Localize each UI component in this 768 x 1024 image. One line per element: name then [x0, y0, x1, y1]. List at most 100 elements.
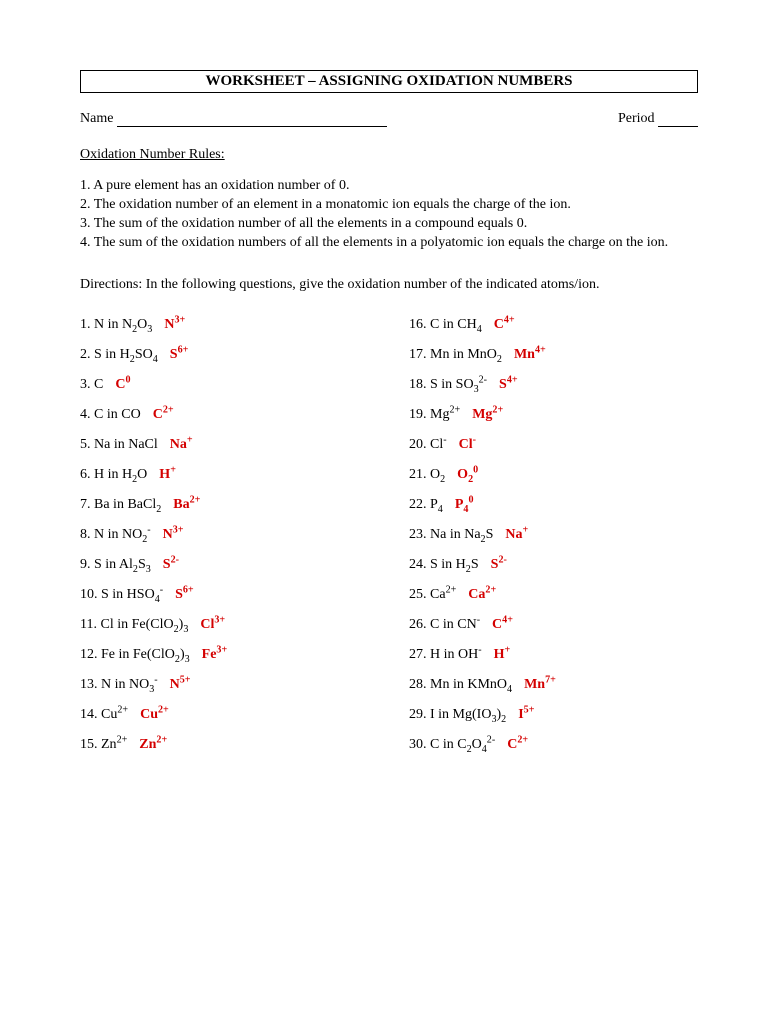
question-number: 2.: [80, 347, 94, 362]
question-prompt: N in N2O3: [94, 317, 152, 332]
question-answer: N3+: [164, 317, 185, 332]
question-prompt: C in CN-: [430, 617, 480, 632]
questions-right-column: 16. C in CH4C4+17. Mn in MnO2Mn4+18. S i…: [409, 317, 698, 767]
question-number: 1.: [80, 317, 94, 332]
question-prompt: C: [94, 377, 103, 392]
worksheet-page: WORKSHEET – ASSIGNING OXIDATION NUMBERS …: [0, 0, 768, 807]
question-number: 23.: [409, 527, 430, 542]
period-blank-line[interactable]: [658, 126, 698, 127]
question-row: 26. C in CN- C4+: [409, 617, 698, 633]
question-row: 4. C in CO C2+: [80, 407, 369, 423]
question-prompt: Zn2+: [101, 737, 127, 752]
question-row: 25. Ca2+Ca2+: [409, 587, 698, 603]
question-answer: Cl3+: [200, 617, 225, 632]
question-answer: C2+: [507, 737, 528, 752]
question-number: 14.: [80, 707, 101, 722]
question-prompt: O2: [430, 467, 445, 482]
question-number: 21.: [409, 467, 430, 482]
question-answer: Na+: [505, 527, 528, 542]
period-field[interactable]: Period: [618, 111, 698, 127]
question-number: 6.: [80, 467, 94, 482]
question-answer: Mn4+: [514, 347, 546, 362]
question-number: 10.: [80, 587, 101, 602]
question-number: 19.: [409, 407, 430, 422]
question-row: 8. N in NO2-N3+: [80, 527, 369, 543]
question-row: 13. N in NO3- N5+: [80, 677, 369, 693]
question-prompt: Cu2+: [101, 707, 128, 722]
name-field[interactable]: Name: [80, 111, 387, 127]
question-prompt: I in Mg(IO3)2: [430, 707, 506, 722]
rule-item: 4. The sum of the oxidation numbers of a…: [80, 234, 698, 253]
period-label: Period: [618, 111, 655, 126]
rule-item: 1. A pure element has an oxidation numbe…: [80, 177, 698, 196]
question-row: 9. S in Al2S3S2-: [80, 557, 369, 573]
question-prompt: Cl-: [430, 437, 447, 452]
question-answer: S6+: [170, 347, 189, 362]
question-answer: H+: [159, 467, 176, 482]
question-row: 27. H in OH-H+: [409, 647, 698, 663]
rule-item: 3. The sum of the oxidation number of al…: [80, 215, 698, 234]
worksheet-title: WORKSHEET – ASSIGNING OXIDATION NUMBERS: [80, 70, 698, 93]
question-row: 22. P4P40: [409, 497, 698, 513]
name-blank-line[interactable]: [117, 126, 387, 127]
question-prompt: N in NO3-: [101, 677, 158, 692]
question-number: 13.: [80, 677, 101, 692]
question-answer: Ba2+: [173, 497, 200, 512]
question-row: 19. Mg2+Mg2+: [409, 407, 698, 423]
question-number: 12.: [80, 647, 101, 662]
name-label: Name: [80, 111, 113, 126]
question-prompt: Na in NaCl: [94, 437, 158, 452]
question-answer: C0: [115, 377, 130, 392]
question-row: 10. S in HSO4- S6+: [80, 587, 369, 603]
question-prompt: S in H2SO4: [94, 347, 158, 362]
question-prompt: C in C2O42-: [430, 737, 495, 752]
question-answer: S6+: [175, 587, 194, 602]
question-prompt: S in HSO4-: [101, 587, 163, 602]
question-answer: N5+: [170, 677, 191, 692]
question-answer: S4+: [499, 377, 518, 392]
question-prompt: Fe in Fe(ClO2)3: [101, 647, 190, 662]
question-prompt: Ca2+: [430, 587, 456, 602]
question-row: 29. I in Mg(IO3)2I5+: [409, 707, 698, 723]
question-number: 8.: [80, 527, 94, 542]
questions-columns: 1. N in N2O3 N3+ 2. S in H2SO4 S6+ 3. C C0 4. …: [80, 317, 698, 767]
question-row: 17. Mn in MnO2Mn4+: [409, 347, 698, 363]
question-prompt: Ba in BaCl2: [94, 497, 161, 512]
question-row: 24. S in H2SS2-: [409, 557, 698, 573]
question-number: 5.: [80, 437, 94, 452]
question-prompt: P4: [430, 497, 443, 512]
question-prompt: C in CH4: [430, 317, 482, 332]
rule-item: 2. The oxidation number of an element in…: [80, 196, 698, 215]
question-answer: S2-: [491, 557, 507, 572]
name-period-row: Name Period: [80, 111, 698, 127]
question-answer: C4+: [492, 617, 513, 632]
question-row: 2. S in H2SO4 S6+: [80, 347, 369, 363]
question-number: 29.: [409, 707, 430, 722]
question-answer: C2+: [153, 407, 174, 422]
question-number: 3.: [80, 377, 94, 392]
question-prompt: Mg2+: [430, 407, 460, 422]
question-number: 22.: [409, 497, 430, 512]
question-answer: Cl-: [459, 437, 476, 452]
question-number: 25.: [409, 587, 430, 602]
question-prompt: C in CO: [94, 407, 141, 422]
question-answer: N3+: [163, 527, 184, 542]
question-row: 15. Zn2+Zn2+: [80, 737, 369, 753]
question-number: 26.: [409, 617, 430, 632]
question-answer: Na+: [170, 437, 193, 452]
question-prompt: Mn in MnO2: [430, 347, 502, 362]
question-row: 14. Cu2+Cu2+: [80, 707, 369, 723]
question-row: 18. S in SO32-S4+: [409, 377, 698, 393]
question-number: 4.: [80, 407, 94, 422]
question-number: 24.: [409, 557, 430, 572]
question-answer: Zn2+: [139, 737, 167, 752]
question-prompt: H in H2O: [94, 467, 147, 482]
question-prompt: S in SO32-: [430, 377, 487, 392]
question-prompt: H in OH-: [430, 647, 482, 662]
questions-left-column: 1. N in N2O3 N3+ 2. S in H2SO4 S6+ 3. C C0 4. …: [80, 317, 369, 767]
question-row: 20. Cl-Cl-: [409, 437, 698, 453]
question-row: 1. N in N2O3 N3+: [80, 317, 369, 333]
question-number: 28.: [409, 677, 430, 692]
question-number: 16.: [409, 317, 430, 332]
question-number: 27.: [409, 647, 430, 662]
